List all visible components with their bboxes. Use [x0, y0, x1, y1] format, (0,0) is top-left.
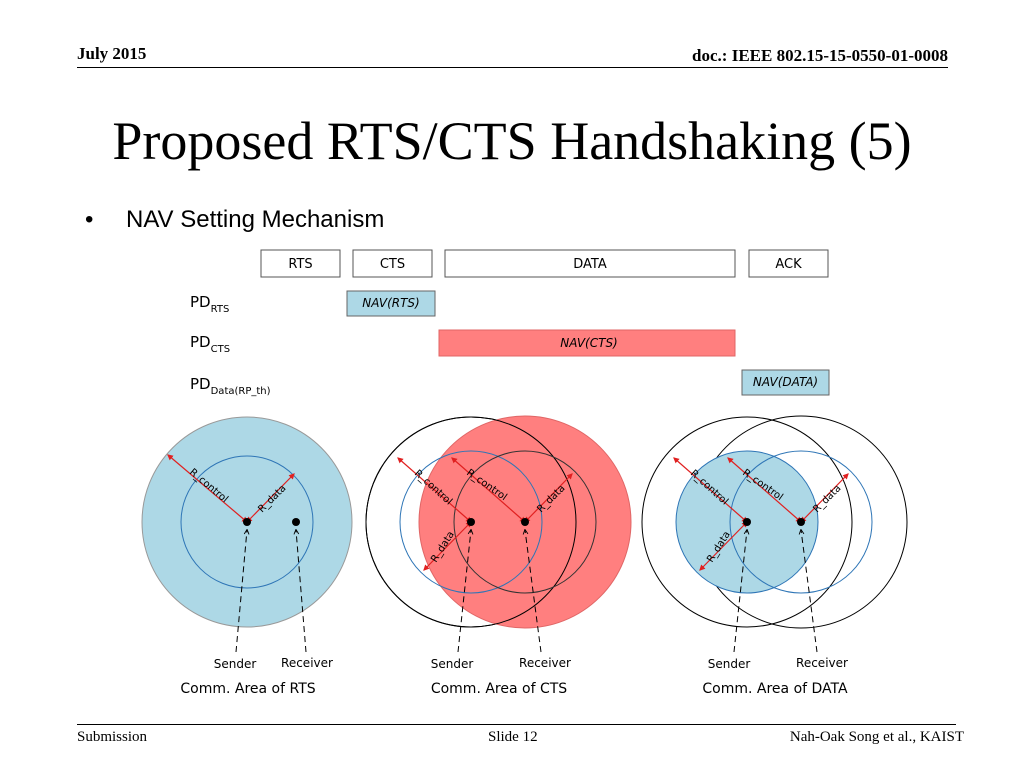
footer-authors: Nah-Oak Song et al., KAIST — [789, 729, 964, 745]
cts-receiver-label: Receiver — [519, 656, 571, 670]
data-area-caption: Comm. Area of DATA — [702, 681, 848, 697]
rts-receiver-node — [292, 518, 300, 526]
frame-cts: CTS — [352, 249, 433, 278]
frame-rts-label: RTS — [288, 257, 312, 272]
nav-data-bar: NAV(DATA) — [741, 369, 830, 396]
frame-data: DATA — [444, 249, 736, 278]
footer-submission: Submission — [77, 729, 148, 745]
data-receiver-r-control-arrow — [727, 457, 802, 523]
header-date: July 2015 — [77, 44, 147, 63]
rts-receiver-pointer — [296, 530, 307, 653]
data-sender-control-area — [641, 416, 853, 628]
rts-r-data-arrow — [246, 473, 295, 523]
nav-rts-bar: NAV(RTS) — [346, 290, 436, 317]
data-receiver-node — [797, 518, 805, 526]
bullet-marker: • — [85, 206, 94, 233]
cts-sender-label: Sender — [431, 657, 474, 671]
data-area-diagram: R_control R_control R_data R_data Sender… — [641, 415, 908, 697]
rts-sender-label: Sender — [214, 657, 257, 671]
rts-receiver-label: Receiver — [281, 656, 333, 670]
nav-data-label: NAV(DATA) — [753, 375, 818, 389]
data-sender-label: Sender — [708, 657, 751, 671]
footer-divider — [77, 724, 956, 725]
frame-rts: RTS — [260, 249, 341, 278]
nav-cts-bar: NAV(CTS) — [438, 329, 736, 357]
frame-ack: ACK — [748, 249, 829, 278]
pd-cts-label: PDCTS — [190, 333, 230, 355]
header-divider — [77, 67, 948, 68]
cts-receiver-pointer — [525, 530, 542, 653]
rts-sender-node — [243, 518, 251, 526]
cts-sender-r-data-arrow — [423, 521, 472, 571]
rts-sender-pointer — [235, 530, 247, 653]
pd-data-label: PDData(RP_th) — [190, 375, 271, 397]
frame-cts-label: CTS — [380, 257, 405, 272]
cts-r-data-arrow — [524, 473, 573, 523]
data-sender-pointer — [733, 530, 747, 653]
rts-r-control-arrow — [167, 454, 248, 523]
cts-area-diagram: R_control R_control R_data R_data Sender… — [365, 415, 632, 697]
data-r-data-arrow — [800, 473, 849, 523]
data-sender-r-data-arrow — [699, 521, 748, 571]
data-r-data-label: R_data — [811, 483, 843, 515]
nav-cts-label: NAV(CTS) — [560, 336, 618, 350]
header-doc-id: doc.: IEEE 802.15-15-0550-01-0008 — [692, 46, 948, 65]
bullet-text: NAV Setting Mechanism — [126, 206, 385, 233]
data-receiver-pointer — [801, 530, 818, 653]
slide-title: Proposed RTS/CTS Handshaking (5) — [112, 111, 912, 171]
cts-area-caption: Comm. Area of CTS — [431, 681, 567, 697]
rts-area-caption: Comm. Area of RTS — [180, 681, 315, 697]
data-sender-node — [743, 518, 751, 526]
rts-area-diagram: R_control R_data Sender Receiver Comm. A… — [141, 416, 353, 697]
pd-rts-label: PDRTS — [190, 293, 229, 315]
data-receiver-label: Receiver — [796, 656, 848, 670]
cts-sender-node — [467, 518, 475, 526]
cts-sender-pointer — [457, 530, 471, 653]
footer-slide-number: Slide 12 — [488, 729, 538, 745]
cts-receiver-r-control-arrow — [451, 457, 526, 523]
frame-data-label: DATA — [573, 257, 607, 272]
nav-rts-label: NAV(RTS) — [362, 296, 419, 310]
frame-ack-label: ACK — [775, 257, 802, 272]
cts-receiver-node — [521, 518, 529, 526]
